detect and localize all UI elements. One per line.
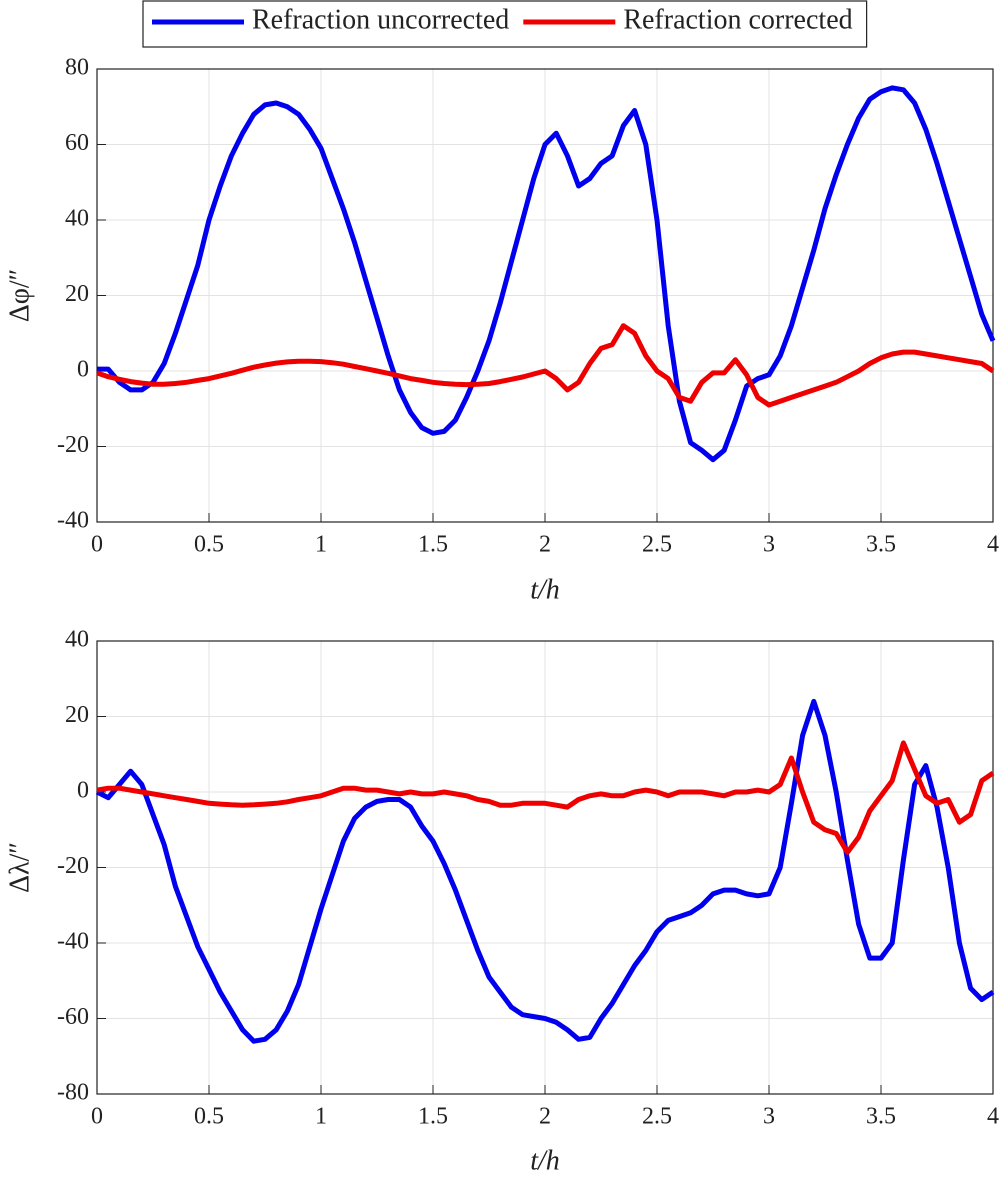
x-tick-label: 0 (91, 1104, 103, 1130)
legend (142, 0, 868, 48)
y-axis-label: Δλ/″ (4, 842, 35, 893)
x-tick-label: 0 (91, 532, 103, 558)
axes-box (96, 640, 994, 1095)
x-axis-label: t/h (530, 574, 560, 605)
y-tick-label: 40 (65, 206, 89, 232)
data-line (96, 740, 995, 855)
x-tick-label: 2.5 (642, 1104, 672, 1130)
x-tick-label: 3.5 (866, 1104, 896, 1130)
y-tick-label: -80 (57, 1080, 89, 1106)
legend-label: Refraction uncorrected (252, 4, 509, 35)
axes-box (96, 68, 994, 523)
x-tick-label: 2 (539, 532, 551, 558)
y-tick-label: -40 (57, 929, 89, 955)
y-tick-label: 0 (77, 357, 89, 383)
x-tick-label: 0.5 (194, 532, 224, 558)
x-tick-label: 3.5 (866, 532, 896, 558)
y-tick-label: 80 (65, 55, 89, 81)
x-tick-label: 3 (763, 1104, 775, 1130)
x-tick-label: 2.5 (642, 532, 672, 558)
y-tick-label: 20 (65, 281, 89, 307)
y-tick-label: 20 (65, 702, 89, 728)
x-tick-label: 1.5 (418, 1104, 448, 1130)
y-tick-label: 0 (77, 778, 89, 804)
y-tick-label: -20 (57, 432, 89, 458)
y-tick-label: -40 (57, 508, 89, 534)
y-tick-label: 40 (65, 627, 89, 653)
x-tick-label: 4 (987, 532, 999, 558)
y-tick-label: 60 (65, 130, 89, 156)
data-line (97, 85, 996, 463)
x-tick-label: 1 (315, 1104, 327, 1130)
y-tick-label: -20 (57, 853, 89, 879)
x-tick-label: 3 (763, 532, 775, 558)
x-tick-label: 2 (539, 1104, 551, 1130)
data-line (95, 698, 995, 1044)
y-axis-label: Δφ/″ (4, 269, 35, 323)
x-axis-label: t/h (530, 1145, 560, 1176)
data-line (96, 323, 995, 408)
x-tick-label: 1 (315, 532, 327, 558)
legend-label: Refraction corrected (623, 4, 852, 35)
x-tick-label: 0.5 (194, 1104, 224, 1130)
x-tick-label: 1.5 (418, 532, 448, 558)
x-tick-label: 4 (987, 1104, 999, 1130)
y-tick-label: -60 (57, 1004, 89, 1030)
